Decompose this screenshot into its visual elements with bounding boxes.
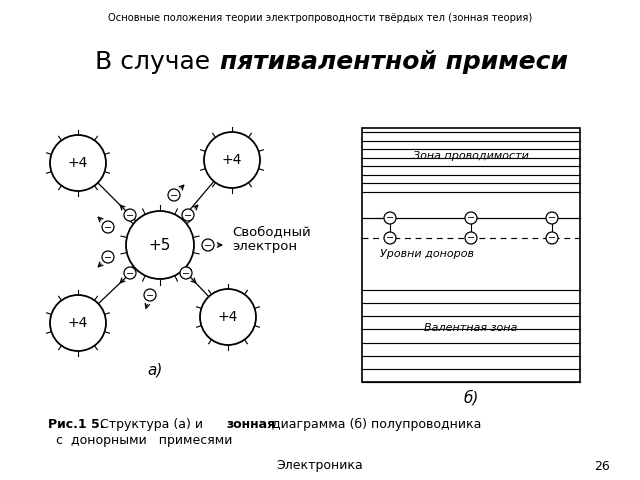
Circle shape (126, 211, 194, 279)
Bar (362, 128, 580, 382)
Text: −: − (548, 214, 556, 224)
Text: −: − (467, 214, 475, 224)
Text: −: − (182, 268, 190, 278)
Circle shape (102, 251, 114, 263)
Circle shape (546, 232, 558, 244)
Text: −: − (146, 290, 154, 300)
Text: +4: +4 (68, 316, 88, 330)
Text: диаграмма (б) полупроводника: диаграмма (б) полупроводника (268, 418, 481, 431)
Text: +4: +4 (218, 310, 238, 324)
Text: −: − (184, 211, 192, 220)
Circle shape (384, 212, 396, 224)
Circle shape (50, 135, 106, 191)
Text: −: − (548, 233, 556, 243)
Text: Электроника: Электроника (276, 459, 364, 472)
Circle shape (102, 221, 114, 233)
Circle shape (124, 267, 136, 279)
Text: Основные положения теории электропроводности твёрдых тел (зонная теория): Основные положения теории электропроводн… (108, 13, 532, 23)
Text: пятивалентной примеси: пятивалентной примеси (220, 50, 568, 74)
Text: б): б) (463, 390, 479, 406)
Text: Уровни доноров: Уровни доноров (380, 249, 474, 259)
Circle shape (202, 239, 214, 251)
Circle shape (50, 295, 106, 351)
Circle shape (384, 232, 396, 244)
Text: −: − (104, 252, 112, 263)
Text: +4: +4 (222, 153, 242, 167)
Text: Валентная зона: Валентная зона (424, 323, 518, 333)
Circle shape (200, 289, 256, 345)
Text: В случае: В случае (95, 50, 218, 74)
Circle shape (465, 212, 477, 224)
Text: зонная: зонная (226, 418, 275, 431)
Text: Структура (а) и: Структура (а) и (100, 418, 207, 431)
Text: с  донорными   примесями: с донорными примесями (56, 434, 232, 447)
Circle shape (168, 189, 180, 201)
Text: Рис.1 5.: Рис.1 5. (48, 418, 104, 431)
Circle shape (182, 209, 194, 221)
Text: −: − (204, 240, 212, 251)
Text: −: − (467, 233, 475, 243)
Text: −: − (126, 211, 134, 220)
Text: −: − (386, 214, 394, 224)
Text: Свободный
электрон: Свободный электрон (232, 225, 311, 253)
Text: 26: 26 (595, 459, 610, 472)
Text: а): а) (147, 362, 163, 377)
Text: +4: +4 (68, 156, 88, 170)
Circle shape (180, 267, 192, 279)
Circle shape (465, 232, 477, 244)
Text: Зона проводимости: Зона проводимости (413, 151, 529, 161)
Circle shape (144, 289, 156, 301)
Text: −: − (170, 191, 178, 201)
Circle shape (124, 209, 136, 221)
Circle shape (546, 212, 558, 224)
Text: −: − (126, 268, 134, 278)
Circle shape (204, 132, 260, 188)
Text: −: − (386, 233, 394, 243)
Text: −: − (104, 223, 112, 232)
Text: +5: +5 (149, 238, 171, 252)
